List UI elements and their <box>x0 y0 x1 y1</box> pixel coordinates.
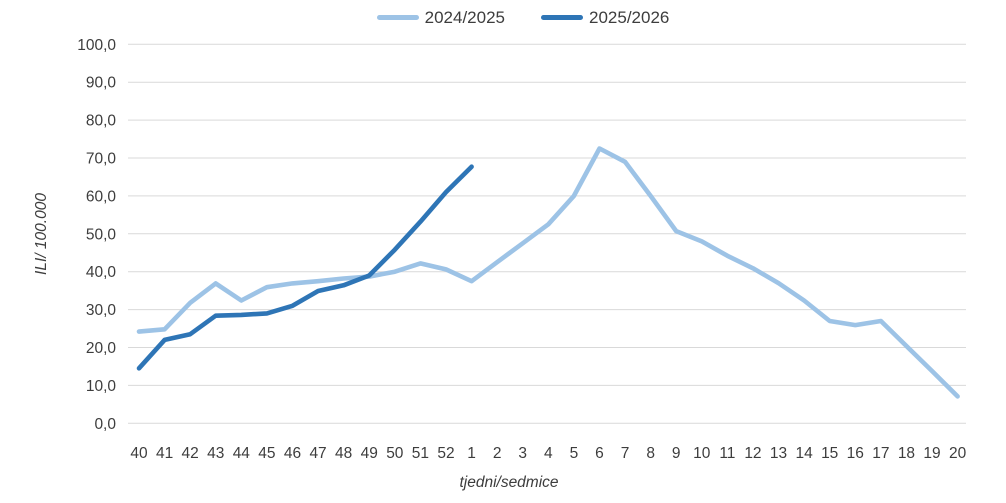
y-tick-label: 40,0 <box>86 264 117 281</box>
x-tick-label: 51 <box>412 445 429 462</box>
x-tick-label: 42 <box>182 445 199 462</box>
x-tick-label: 46 <box>284 445 301 462</box>
x-tick-label: 3 <box>518 445 527 462</box>
x-tick-label: 40 <box>130 445 148 462</box>
y-tick-label: 60,0 <box>86 188 117 205</box>
x-tick-label: 44 <box>233 445 251 462</box>
x-tick-label: 49 <box>361 445 378 462</box>
x-tick-label: 41 <box>156 445 173 462</box>
y-tick-label: 90,0 <box>86 75 117 92</box>
x-tick-label: 48 <box>335 445 352 462</box>
x-tick-label: 52 <box>437 445 454 462</box>
x-tick-label: 43 <box>207 445 224 462</box>
x-tick-label: 20 <box>949 445 967 462</box>
x-tick-label: 1 <box>467 445 476 462</box>
series-line-2024-2025 <box>136 146 960 399</box>
x-tick-label: 6 <box>595 445 604 462</box>
x-tick-label: 18 <box>898 445 915 462</box>
x-tick-label: 17 <box>872 445 889 462</box>
x-tick-label: 7 <box>621 445 630 462</box>
x-tick-label: 14 <box>795 445 813 462</box>
x-tick-label: 47 <box>309 445 326 462</box>
y-axis-title: ILI/ 100.000 <box>33 193 50 275</box>
x-tick-label: 12 <box>744 445 761 462</box>
y-tick-label: 0,0 <box>94 416 116 433</box>
x-tick-label: 13 <box>770 445 787 462</box>
x-tick-label: 19 <box>923 445 940 462</box>
y-tick-label: 30,0 <box>86 302 117 319</box>
x-tick-label: 5 <box>570 445 579 462</box>
x-tick-label: 15 <box>821 445 838 462</box>
x-tick-label: 50 <box>386 445 404 462</box>
series-line-2025-2026 <box>136 164 474 371</box>
x-tick-label: 11 <box>719 445 735 462</box>
y-tick-label: 70,0 <box>86 151 117 168</box>
x-tick-label: 10 <box>693 445 711 462</box>
x-tick-label: 4 <box>544 445 553 462</box>
y-tick-label: 50,0 <box>86 226 117 243</box>
x-tick-label: 8 <box>646 445 655 462</box>
y-tick-label: 20,0 <box>86 340 117 357</box>
x-tick-label: 45 <box>258 445 275 462</box>
y-tick-label: 100,0 <box>77 37 116 54</box>
x-tick-label: 2 <box>493 445 502 462</box>
x-tick-label: 9 <box>672 445 681 462</box>
x-axis-title: tjedni/sedmice <box>459 474 558 491</box>
x-tick-label: 16 <box>847 445 864 462</box>
y-tick-label: 10,0 <box>86 378 117 395</box>
y-tick-label: 80,0 <box>86 113 117 130</box>
